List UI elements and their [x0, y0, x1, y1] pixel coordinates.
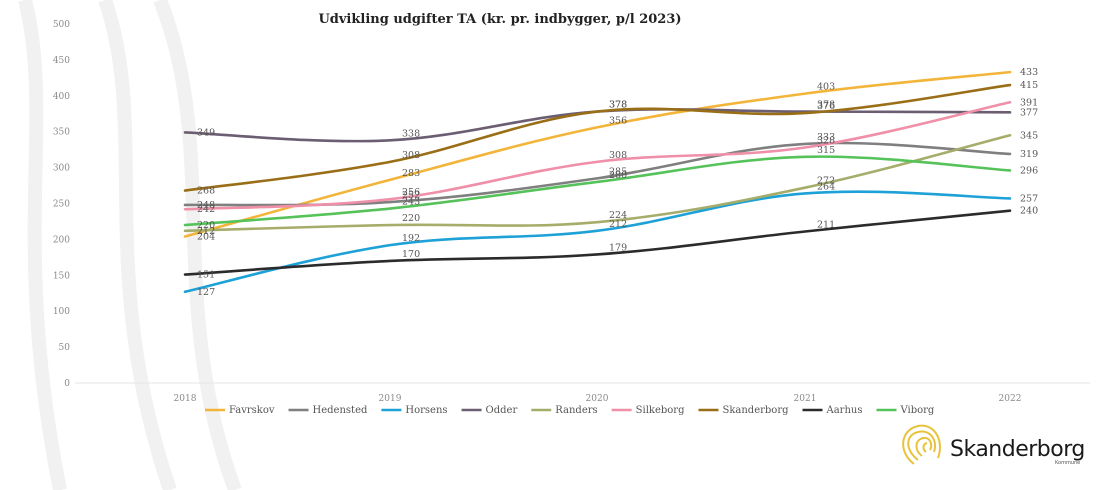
- data-label: 224: [609, 210, 627, 221]
- data-label: 308: [402, 150, 420, 161]
- y-tick-label: 400: [53, 92, 70, 102]
- data-label: 204: [197, 232, 215, 243]
- data-label: 268: [197, 186, 215, 197]
- data-label: 151: [197, 270, 215, 281]
- data-label: 338: [402, 128, 420, 139]
- data-label: 285: [609, 166, 627, 177]
- data-label: 179: [609, 242, 627, 253]
- data-label: 264: [817, 181, 835, 192]
- y-tick-label: 300: [53, 164, 70, 174]
- series-line-horsens: [183, 190, 1012, 294]
- y-tick-label: 200: [53, 235, 70, 245]
- legend-label-aarhus: Aarhus: [826, 405, 863, 416]
- data-label: 319: [1020, 149, 1038, 160]
- legend-label-odder: Odder: [486, 405, 518, 416]
- data-label: 240: [1020, 206, 1038, 217]
- x-tick-label: 2020: [586, 394, 609, 404]
- chart-title: Udvikling udgifter TA (kr. pr. indbygger…: [318, 12, 681, 27]
- data-label: 283: [402, 168, 420, 179]
- legend-label-skanderborg: Skanderborg: [722, 405, 789, 416]
- data-label: 220: [402, 213, 420, 224]
- data-label: 256: [402, 187, 420, 198]
- y-tick-label: 100: [53, 307, 70, 317]
- y-tick-label: 150: [53, 271, 70, 281]
- data-label: 356: [609, 115, 627, 126]
- data-label: 377: [1020, 107, 1038, 118]
- data-label: 242: [197, 204, 215, 215]
- y-tick-label: 500: [53, 20, 70, 30]
- data-label: 192: [402, 233, 420, 244]
- x-tick-label: 2018: [174, 394, 197, 404]
- series-line-randers: [183, 133, 1012, 233]
- data-label: 243: [402, 197, 420, 208]
- data-label: 333: [817, 132, 835, 143]
- legend-label-silkeborg: Silkeborg: [636, 405, 685, 416]
- data-label: 170: [402, 249, 420, 260]
- data-label: 127: [197, 287, 215, 298]
- data-label: 257: [1020, 193, 1038, 204]
- legend-label-hedensted: Hedensted: [313, 405, 368, 416]
- data-label: 280: [609, 170, 627, 181]
- data-label: 378: [817, 100, 835, 111]
- series-line-favrskov: [183, 70, 1012, 238]
- legend-label-viborg: Viborg: [899, 405, 934, 416]
- data-label: 378: [609, 100, 627, 111]
- data-label: 315: [817, 145, 835, 156]
- data-label: 252: [402, 190, 420, 201]
- series-lines: [183, 70, 1012, 294]
- data-label: 415: [1020, 80, 1038, 91]
- y-tick-label: 350: [53, 128, 70, 138]
- y-tick-label: 50: [59, 343, 71, 353]
- series-line-viborg: [183, 155, 1012, 227]
- logo-text: Skanderborg: [950, 437, 1085, 462]
- data-label: 328: [817, 135, 835, 146]
- series-line-aarhus: [183, 209, 1012, 276]
- data-label: 345: [1020, 130, 1038, 141]
- x-axis: 2018 2019 2020 2021 2022: [174, 394, 1022, 404]
- data-label: 433: [1020, 67, 1038, 78]
- series-line-skanderborg: [183, 83, 1012, 192]
- legend-label-favrskov: Favrskov: [229, 405, 275, 416]
- series-line-silkeborg: [183, 100, 1012, 211]
- logo-subtext: Kommune: [1055, 460, 1080, 466]
- x-tick-label: 2019: [379, 394, 402, 404]
- data-label: 212: [197, 226, 215, 237]
- series-line-odder: [183, 107, 1012, 143]
- data-label: 212: [609, 219, 627, 230]
- y-tick-label: 450: [53, 56, 70, 66]
- data-label: 248: [197, 200, 215, 211]
- legend-label-randers: Randers: [555, 405, 597, 416]
- data-labels: 2042833564034332482522853333191271922122…: [197, 67, 1038, 298]
- x-tick-label: 2021: [794, 394, 817, 404]
- y-tick-label: 250: [53, 200, 70, 210]
- data-label: 403: [817, 82, 835, 93]
- data-label: 391: [1020, 97, 1038, 108]
- legend: Favrskov Hedensted Horsens Odder Randers Silk…: [205, 405, 935, 416]
- logo-emblem-icon: [902, 424, 941, 465]
- x-tick-label: 2022: [999, 394, 1022, 404]
- data-label: 220: [197, 220, 215, 231]
- y-tick-label: 0: [64, 379, 70, 389]
- data-label: 376: [817, 101, 835, 112]
- data-label: 378: [609, 100, 627, 111]
- y-axis: 0 50 100 150 200 250 300 350 400 450 500: [53, 20, 1090, 389]
- skanderborg-logo: Skanderborg Kommune: [902, 424, 1085, 466]
- data-label: 349: [197, 127, 215, 138]
- data-label: 211: [817, 220, 835, 231]
- data-label: 296: [1020, 165, 1038, 176]
- data-label: 272: [817, 176, 835, 187]
- legend-label-horsens: Horsens: [405, 405, 447, 416]
- data-label: 308: [609, 150, 627, 161]
